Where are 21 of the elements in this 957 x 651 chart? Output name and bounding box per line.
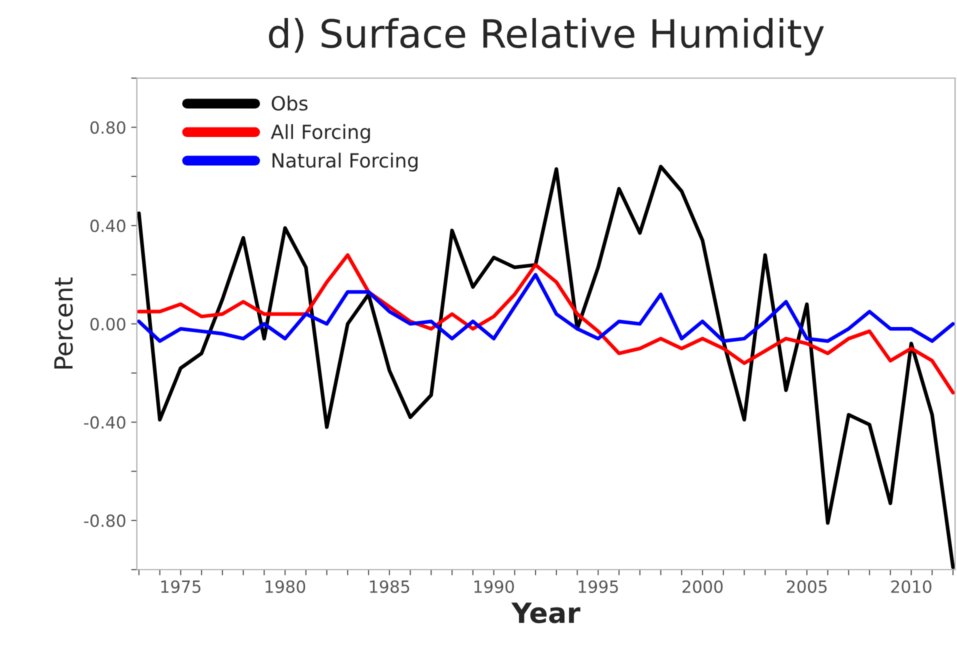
x-tick-label: 1975 <box>161 580 200 593</box>
x-tick-label: 1990 <box>474 580 514 593</box>
x-tick-label: 1995 <box>578 580 618 593</box>
chart-title: d) Surface Relative Humidity <box>268 18 824 56</box>
x-axis-title: Year <box>511 602 580 624</box>
y-tick-label: -0.40 <box>84 416 126 429</box>
x-tick-label: 1985 <box>370 580 410 593</box>
x-tick-label: 2010 <box>891 580 932 593</box>
y-tick-label: 0.00 <box>90 318 126 330</box>
y-tick-label: 0.80 <box>90 121 126 134</box>
x-tick-label: 2000 <box>682 580 723 593</box>
legend-label: Natural Forcing <box>272 152 418 172</box>
y-axis-title: Percent <box>54 277 73 368</box>
x-tick-label: 1980 <box>266 580 306 593</box>
line-series <box>137 272 955 343</box>
y-tick-label: -0.80 <box>84 514 126 528</box>
y-tick-label: 0.40 <box>90 220 126 232</box>
x-tick-label: 2005 <box>786 580 827 593</box>
line-series <box>137 253 955 394</box>
legend-label: All Forcing <box>270 124 370 143</box>
legend-label: Obs <box>272 96 308 111</box>
